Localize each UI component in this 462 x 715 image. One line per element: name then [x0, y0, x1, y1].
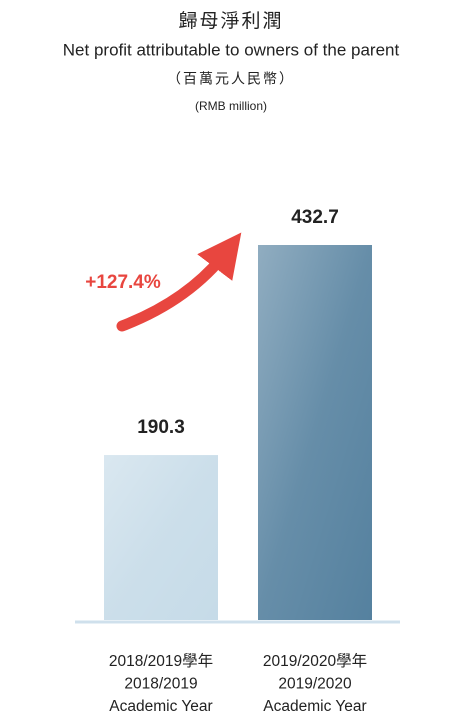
x-tick-label: Academic Year — [109, 698, 212, 715]
chart-title: 歸母淨利潤 — [178, 10, 283, 32]
x-tick-label: 2019/2020 — [278, 676, 352, 693]
x-tick-label: 2018/2019學年 — [109, 651, 213, 670]
x-tick-label: Academic Year — [263, 698, 366, 715]
value-label: 432.7 — [291, 207, 339, 228]
bar-sheen — [258, 245, 372, 620]
value-label: 190.3 — [137, 417, 185, 438]
growth-annotation: +127.4% — [85, 272, 161, 293]
x-tick-label: 2019/2020學年 — [263, 651, 367, 670]
unit-label: (RMB million) — [195, 99, 267, 113]
chart-subtitle: Net profit attributable to owners of the… — [63, 40, 400, 59]
bar-sheen — [104, 455, 218, 620]
growth-arrow — [116, 232, 242, 332]
x-tick-label: 2018/2019 — [124, 676, 197, 693]
unit-label-zh: （百萬元人民幣） — [167, 71, 295, 87]
